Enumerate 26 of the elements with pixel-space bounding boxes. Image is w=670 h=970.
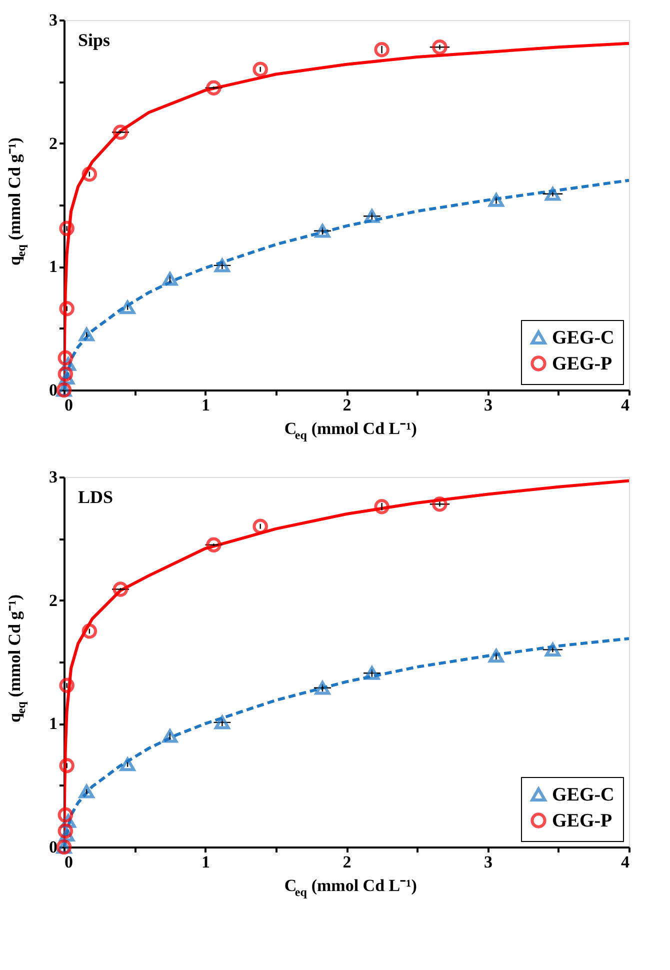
y-tick-label: 0 [49,380,58,400]
legend-label: GEG-C [552,784,614,806]
y-axis-title: qeq (mmol Cd g⁻¹) [5,137,28,266]
x-tick-label: 4 [621,396,630,414]
y-tick-label: 1 [49,714,58,734]
text: LDS [78,487,114,507]
legend-label: GEG-P [552,354,613,374]
x-tick-label: 0 [64,396,73,414]
x-tick-label: 3 [484,852,492,872]
x-tick-label: 3 [484,396,492,414]
y-tick-label: 3 [49,468,58,486]
x-tick-label: 2 [342,852,352,872]
y-tick-label: 3 [49,10,58,30]
y-tick-label: 0 [49,838,58,856]
x-tick-label: 1 [202,852,210,872]
y-tick-label: 1 [49,257,58,276]
legend-label: GEG-P [552,810,613,832]
x-tick-label: 1 [202,396,210,414]
y-axis-title: qeq (mmol Cd g⁻¹) [5,594,28,722]
y-tick-label: 2 [49,134,58,153]
legend-label: GEG-C [552,328,614,348]
x-tick-label: 4 [621,852,630,872]
text: Sips [78,30,110,50]
y-tick-label: 2 [49,590,58,610]
x-tick-label: 0 [64,852,73,872]
x-tick-label: 2 [342,396,352,414]
